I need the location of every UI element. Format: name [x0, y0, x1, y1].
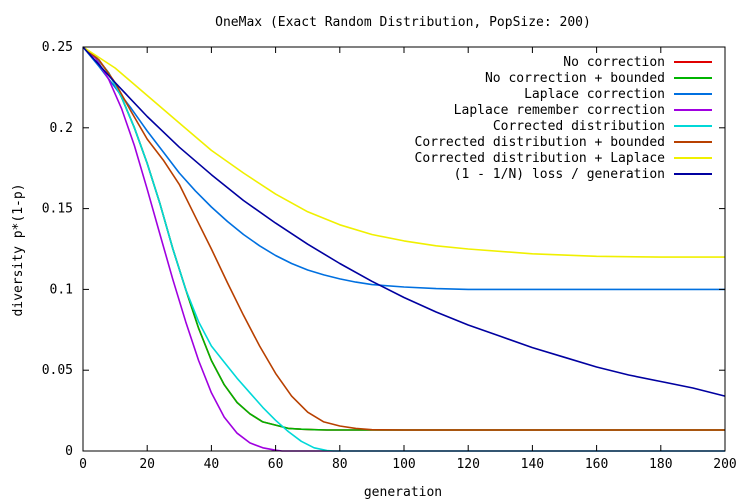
x-tick-label: 80	[332, 457, 348, 472]
legend-entry: Corrected distribution + Laplace	[415, 151, 712, 166]
y-tick-label: 0	[65, 444, 73, 459]
series-line-6	[82, 46, 725, 431]
y-tick-label: 0.1	[50, 282, 73, 297]
x-tick-label: 180	[649, 457, 672, 472]
y-tick-label: 0.05	[42, 363, 73, 378]
x-tick-label: 0	[79, 457, 87, 472]
x-tick-label: 20	[139, 457, 155, 472]
series-line-8	[82, 46, 726, 397]
y-axis-label: diversity p*(1-p)	[11, 183, 26, 316]
x-tick-label: 160	[585, 457, 608, 472]
legend-entry: (1 - 1/N) loss / generation	[454, 167, 712, 182]
y-tick-label: 0.25	[42, 40, 73, 55]
legend-entry: Laplace correction	[524, 87, 712, 102]
x-tick-label: 140	[521, 457, 544, 472]
series-layer	[82, 46, 726, 452]
legend-label: Corrected distribution + bounded	[415, 135, 665, 150]
x-tick-label: 120	[456, 457, 479, 472]
axes-layer: 0 20 40 60 80 100 120 140 160 180 200 0 0.05 0.1 0.15 0…	[42, 40, 737, 472]
x-axis-label: generation	[364, 485, 442, 500]
series-line-7	[82, 46, 725, 258]
y-tick-label: 0.15	[42, 202, 73, 217]
legend-label: Laplace correction	[524, 87, 665, 102]
x-tick-label: 60	[268, 457, 284, 472]
legend-entry: No correction + bounded	[485, 71, 712, 86]
legend-label: (1 - 1/N) loss / generation	[454, 167, 665, 182]
legend-label: Corrected distribution + Laplace	[415, 151, 666, 166]
legend-entry: Corrected distribution + bounded	[415, 135, 712, 150]
legend-label: Laplace remember correction	[454, 103, 665, 118]
legend-entry: Laplace remember correction	[454, 103, 712, 118]
legend-entry: Corrected distribution	[493, 119, 712, 134]
legend-label: No correction + bounded	[485, 71, 665, 86]
x-tick-label: 100	[392, 457, 415, 472]
series-line-3	[82, 46, 725, 291]
y-tick-label: 0.2	[50, 121, 73, 136]
x-tick-label: 200	[713, 457, 736, 472]
legend-label: No correction	[563, 55, 665, 70]
chart-title: OneMax (Exact Random Distribution, PopSi…	[215, 15, 591, 30]
legend-label: Corrected distribution	[493, 119, 665, 134]
x-tick-label: 40	[204, 457, 220, 472]
legend-entry: No correction	[563, 55, 712, 70]
